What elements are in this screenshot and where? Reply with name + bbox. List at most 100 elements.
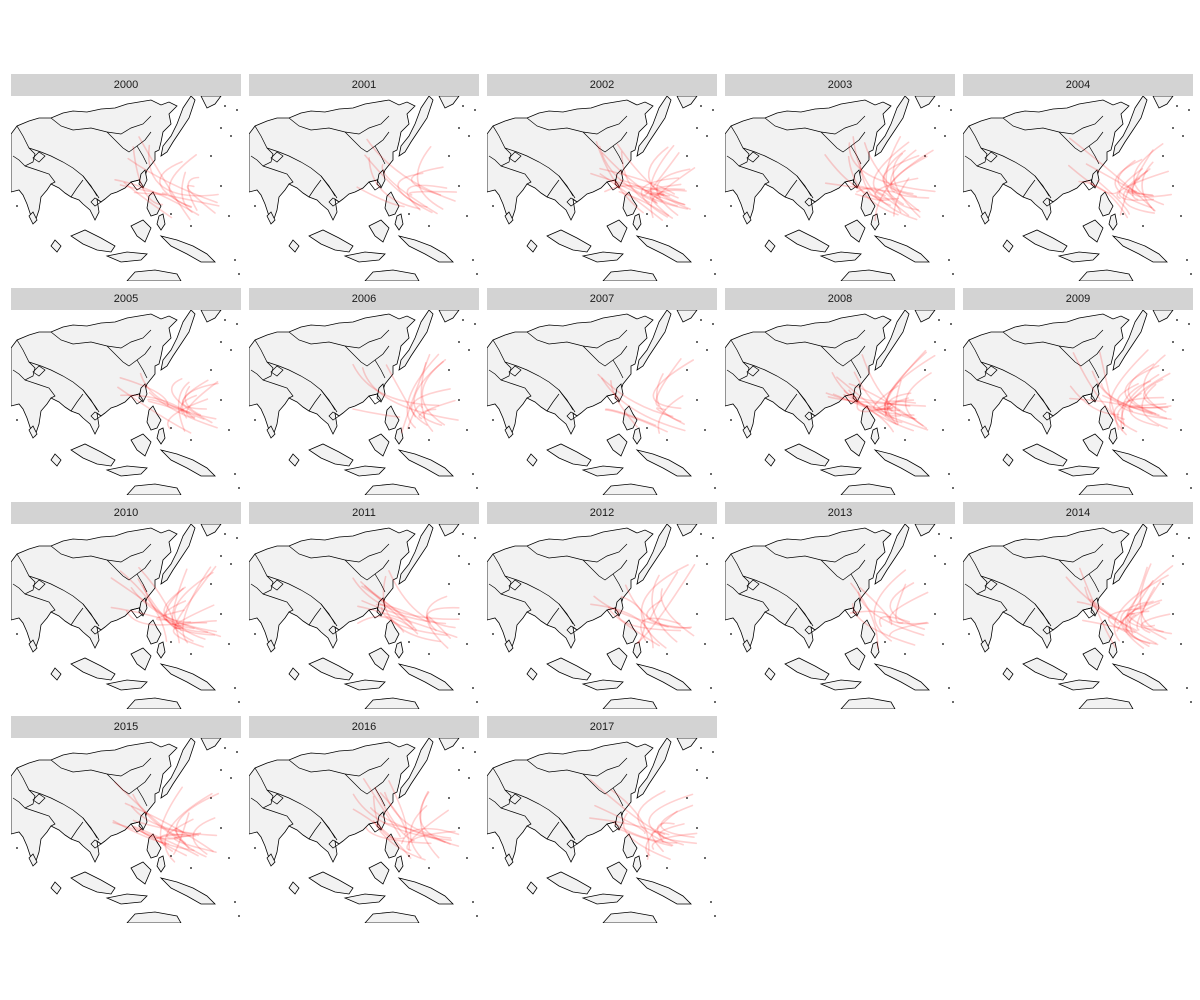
small-island-11 bbox=[230, 135, 232, 137]
small-island-10 bbox=[254, 847, 256, 849]
island-7 bbox=[107, 680, 147, 690]
small-island-6 bbox=[948, 259, 950, 261]
small-island-10 bbox=[254, 419, 256, 421]
island-6 bbox=[1023, 658, 1067, 680]
map-plot bbox=[249, 738, 479, 923]
small-island-8 bbox=[428, 225, 430, 227]
small-island-2 bbox=[458, 341, 460, 343]
island-7 bbox=[583, 252, 623, 262]
map-plot bbox=[11, 310, 241, 495]
facet-panel-2007: 2007 bbox=[487, 288, 717, 495]
typhoon-track bbox=[160, 162, 191, 208]
map-plot bbox=[11, 524, 241, 709]
small-island-5 bbox=[1180, 429, 1182, 431]
island-3 bbox=[633, 214, 641, 230]
island-9 bbox=[399, 878, 453, 904]
island-7 bbox=[583, 680, 623, 690]
map-plot bbox=[487, 310, 717, 495]
small-island-10 bbox=[16, 419, 18, 421]
facet-panel-2014: 2014 bbox=[963, 502, 1193, 709]
small-island-7 bbox=[238, 487, 240, 489]
typhoon-track bbox=[658, 396, 682, 433]
small-island-7 bbox=[1190, 701, 1192, 703]
basemap-svg bbox=[963, 96, 1193, 281]
small-island-3 bbox=[448, 583, 450, 585]
small-island-4 bbox=[934, 613, 936, 615]
small-island-2 bbox=[934, 341, 936, 343]
small-island-2 bbox=[1172, 555, 1174, 557]
small-island-5 bbox=[942, 215, 944, 217]
small-island-6 bbox=[472, 259, 474, 261]
small-island-11 bbox=[230, 777, 232, 779]
island-11 bbox=[439, 96, 459, 108]
island-7 bbox=[821, 252, 861, 262]
small-island-8 bbox=[428, 439, 430, 441]
island-11 bbox=[201, 738, 221, 750]
small-island-9 bbox=[408, 641, 410, 643]
facet-panel-2015: 2015 bbox=[11, 716, 241, 923]
small-island-4 bbox=[220, 613, 222, 615]
small-island-5 bbox=[704, 429, 706, 431]
small-island-7 bbox=[476, 915, 478, 917]
small-island-9 bbox=[408, 213, 410, 215]
small-island-1 bbox=[712, 109, 714, 111]
island-7 bbox=[1059, 252, 1099, 262]
small-island-3 bbox=[1162, 369, 1164, 371]
basemap-svg bbox=[725, 96, 955, 281]
small-island-1 bbox=[474, 751, 476, 753]
basemap-svg bbox=[11, 96, 241, 281]
island-10 bbox=[603, 912, 657, 923]
island-9 bbox=[399, 236, 453, 262]
small-island-7 bbox=[714, 701, 716, 703]
small-island-2 bbox=[1172, 127, 1174, 129]
basemap-svg bbox=[249, 738, 479, 923]
small-island-5 bbox=[228, 429, 230, 431]
island-6 bbox=[71, 230, 115, 252]
small-island-3 bbox=[210, 369, 212, 371]
basemap-svg bbox=[487, 738, 717, 923]
basemap-svg bbox=[11, 738, 241, 923]
island-9 bbox=[1113, 664, 1167, 690]
small-island-2 bbox=[696, 555, 698, 557]
small-island-2 bbox=[458, 769, 460, 771]
small-island-10 bbox=[968, 633, 970, 635]
small-island-10 bbox=[492, 633, 494, 635]
island-2 bbox=[385, 406, 399, 430]
facet-panel-2011: 2011 bbox=[249, 502, 479, 709]
small-island-5 bbox=[228, 643, 230, 645]
small-island-0 bbox=[700, 319, 702, 321]
island-7 bbox=[107, 252, 147, 262]
basemap-svg bbox=[963, 524, 1193, 709]
small-island-8 bbox=[904, 653, 906, 655]
island-7 bbox=[107, 466, 147, 476]
basemap-svg bbox=[249, 96, 479, 281]
island-4 bbox=[765, 240, 775, 252]
small-island-8 bbox=[1142, 225, 1144, 227]
small-island-9 bbox=[646, 427, 648, 429]
island-4 bbox=[51, 454, 61, 466]
facet-strip-label: 2010 bbox=[11, 502, 241, 524]
island-10 bbox=[603, 698, 657, 709]
small-island-11 bbox=[706, 777, 708, 779]
small-island-7 bbox=[952, 701, 954, 703]
island-10 bbox=[127, 698, 181, 709]
small-island-1 bbox=[712, 323, 714, 325]
small-island-5 bbox=[1180, 643, 1182, 645]
island-10 bbox=[841, 484, 895, 495]
small-island-4 bbox=[1172, 185, 1174, 187]
island-3 bbox=[871, 428, 879, 444]
facet-panel-2010: 2010 bbox=[11, 502, 241, 709]
typhoon-track bbox=[417, 147, 442, 209]
small-island-8 bbox=[190, 653, 192, 655]
island-8 bbox=[369, 862, 389, 884]
small-island-11 bbox=[468, 349, 470, 351]
small-island-7 bbox=[476, 273, 478, 275]
island-3 bbox=[157, 428, 165, 444]
island-9 bbox=[637, 236, 691, 262]
island-9 bbox=[875, 664, 929, 690]
island-6 bbox=[785, 444, 829, 466]
island-9 bbox=[637, 450, 691, 476]
small-island-1 bbox=[712, 751, 714, 753]
island-4 bbox=[1003, 240, 1013, 252]
island-8 bbox=[1083, 648, 1103, 670]
